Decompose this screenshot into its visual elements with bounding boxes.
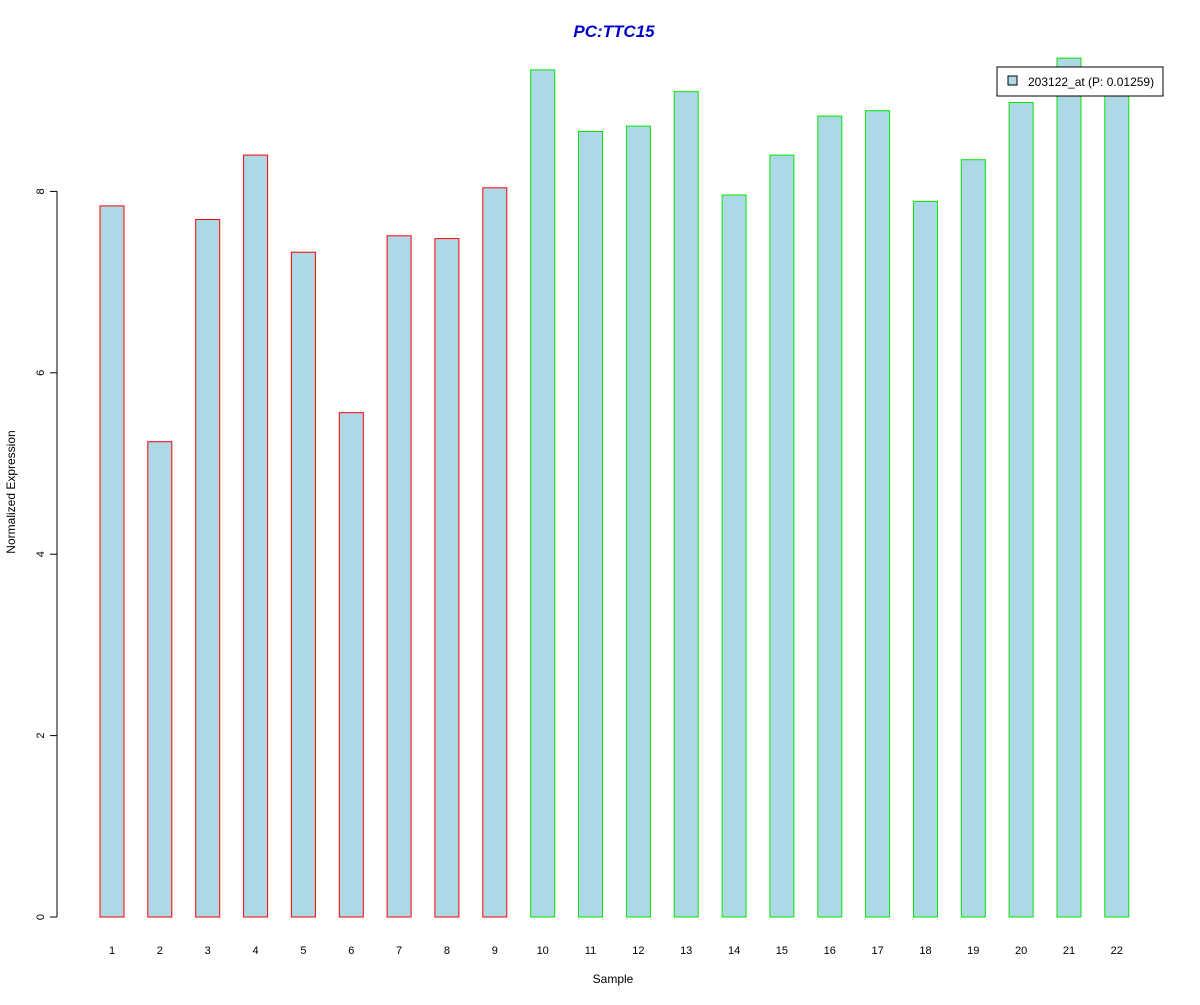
x-tick-label: 3 (205, 945, 211, 957)
x-tick-label: 14 (728, 945, 740, 957)
legend-box (996, 66, 1164, 97)
x-tick-label: 13 (680, 945, 692, 957)
legend: 203122_at (P: 0.01259) (996, 66, 1164, 97)
x-tick-label: 22 (1111, 945, 1123, 957)
legend-swatch (1007, 75, 1018, 86)
bar-sample-5 (290, 251, 316, 918)
x-tick-label: 9 (492, 945, 498, 957)
x-tick-label: 20 (1015, 945, 1027, 957)
x-tick-label: 5 (300, 945, 306, 957)
bar-sample-22 (1104, 81, 1130, 918)
y-tick-label: 0 (35, 914, 47, 920)
bar-sample-3 (195, 219, 221, 918)
bars-group (99, 57, 1130, 918)
chart-title: PC:TTC15 (573, 22, 655, 41)
bar-sample-16 (817, 115, 843, 918)
x-tick-label: 4 (253, 945, 259, 957)
bar-sample-15 (769, 154, 795, 918)
bar-sample-4 (243, 154, 269, 918)
x-tick-label: 11 (585, 945, 596, 957)
bar-sample-14 (721, 194, 747, 918)
bar-sample-9 (482, 187, 508, 918)
bar-sample-1 (99, 205, 125, 918)
bar-sample-19 (960, 159, 986, 918)
x-tick-label: 10 (537, 945, 549, 957)
bar-sample-13 (673, 91, 699, 918)
legend-label: 203122_at (P: 0.01259) (1028, 75, 1154, 89)
x-tick-label: 17 (871, 945, 883, 957)
bar-sample-6 (338, 412, 364, 918)
x-tick-label: 1 (109, 945, 115, 957)
bar-sample-7 (386, 235, 412, 918)
bar-sample-20 (1008, 102, 1034, 918)
x-tick-labels: 1 2 3 4 5 6 7 8 9 10 11 12 13 14 15 16 17 18 19 20 21 22 (109, 945, 1123, 957)
y-tick-label: 4 (35, 551, 47, 557)
x-tick-label: 16 (824, 945, 836, 957)
y-axis: 0 2 4 6 8 (35, 188, 58, 920)
x-tick-label: 18 (919, 945, 931, 957)
x-axis-label: Sample (593, 972, 634, 986)
bar-sample-2 (147, 441, 173, 918)
x-tick-label: 12 (632, 945, 644, 957)
x-tick-label: 6 (348, 945, 354, 957)
bar-sample-18 (913, 200, 938, 918)
x-tick-label: 19 (967, 945, 979, 957)
bar-sample-17 (865, 110, 891, 918)
x-tick-label: 15 (776, 945, 788, 957)
bar-sample-10 (530, 69, 556, 918)
x-tick-label: 7 (396, 945, 402, 957)
y-axis-label: Normalized Expression (4, 430, 18, 553)
bar-sample-21 (1056, 57, 1082, 918)
x-tick-label: 21 (1063, 945, 1075, 957)
bar-sample-12 (625, 125, 651, 918)
y-tick-label: 6 (35, 370, 47, 376)
bar-sample-8 (434, 238, 460, 918)
y-tick-label: 2 (35, 733, 47, 739)
bar-sample-11 (578, 131, 603, 918)
x-tick-label: 8 (444, 945, 450, 957)
x-tick-label: 2 (157, 945, 163, 957)
y-tick-label: 8 (35, 188, 47, 194)
